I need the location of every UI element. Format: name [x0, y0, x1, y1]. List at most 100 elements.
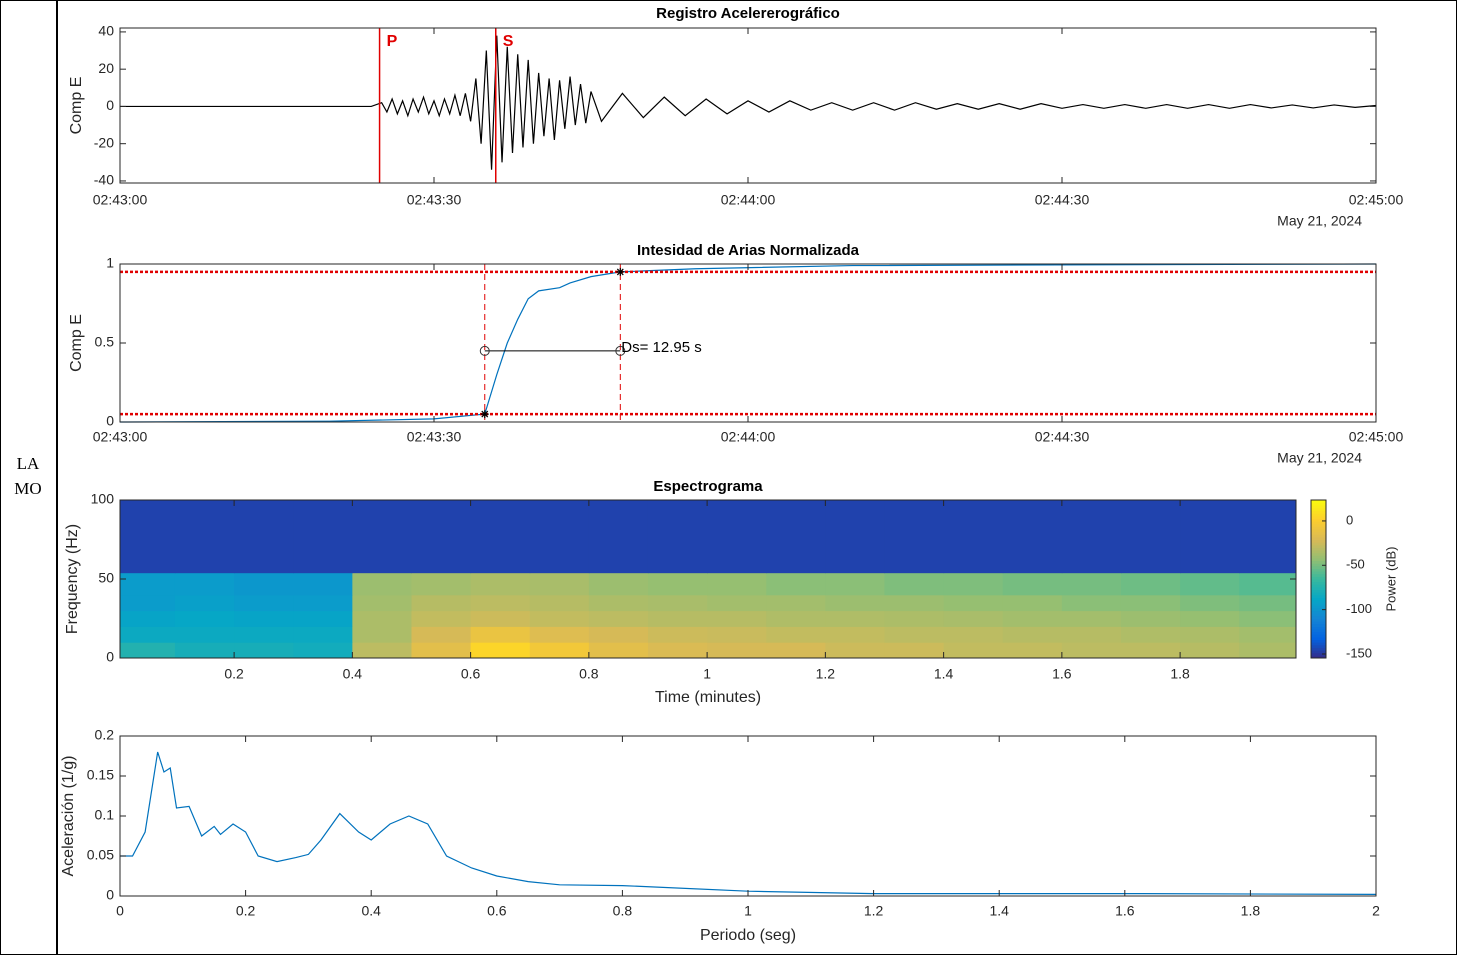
heatmap-cell [352, 572, 412, 596]
y-tick-label: 0 [106, 649, 114, 665]
heatmap-cell [943, 642, 1004, 659]
x-tick-label: 02:43:30 [407, 192, 462, 208]
colorbar-swatch [1311, 565, 1326, 569]
colorbar-swatch [1311, 594, 1326, 598]
heatmap-cell [884, 626, 945, 643]
date-label: May 21, 2024 [1277, 450, 1362, 466]
colorbar-swatch [1311, 563, 1326, 567]
heatmap-cell [1239, 626, 1297, 643]
y-tick-label: 0.15 [87, 767, 114, 783]
colorbar-swatch [1311, 515, 1326, 519]
y-tick-label: 0 [106, 413, 114, 429]
colorbar-swatch [1311, 650, 1326, 654]
heatmap-cell [825, 594, 885, 612]
y-tick-label: 0.5 [95, 334, 115, 350]
heatmap-cell [588, 500, 649, 574]
colorbar-swatch [1311, 615, 1326, 619]
threshold-star [616, 267, 625, 276]
colorbar-swatch [1311, 555, 1326, 559]
heatmap-cell [943, 610, 1004, 627]
heatmap-cell [1180, 642, 1240, 659]
x-tick-label: 1 [703, 666, 711, 682]
heatmap-cell [1180, 500, 1240, 574]
heatmap-cell [825, 500, 885, 574]
heatmap-cell [588, 626, 649, 643]
x-tick-label: 0.2 [224, 666, 244, 682]
x-tick-label: 1.4 [989, 903, 1009, 919]
heatmap-cell [293, 572, 353, 596]
colorbar-swatch [1311, 513, 1326, 517]
heatmap-cell [1120, 572, 1181, 596]
heatmap-cell [293, 500, 353, 574]
heatmap-cell [943, 626, 1004, 643]
colorbar-swatch [1311, 623, 1326, 627]
heatmap-cell [1180, 610, 1240, 627]
phase-pick-label: S [503, 33, 514, 50]
colorbar-swatch [1311, 536, 1326, 540]
heatmap-cell [1002, 500, 1063, 574]
heatmap-cell [707, 594, 767, 612]
colorbar-swatch [1311, 573, 1326, 577]
heatmap-cell [470, 610, 531, 627]
heatmap-cell [352, 642, 412, 659]
x-tick-label: 02:43:30 [407, 429, 462, 445]
y-tick-label: -40 [94, 172, 114, 188]
heatmap-cell [234, 610, 294, 627]
heatmap-cell [1239, 610, 1297, 627]
x-tick-label: 02:43:00 [93, 429, 148, 445]
heatmap-cell [1002, 610, 1063, 627]
data-line [120, 35, 1377, 170]
colorbar-frame [1310, 499, 1327, 659]
heatmap-cell [1061, 500, 1122, 574]
colorbar-swatch [1311, 631, 1326, 635]
colorbar-swatch [1311, 607, 1326, 612]
colorbar-swatch [1311, 507, 1326, 512]
chart-title: Espectrograma [653, 478, 763, 495]
heatmap-cell [766, 572, 826, 596]
heatmap-cell [766, 500, 826, 574]
colorbar-swatch [1311, 579, 1326, 583]
heatmap-cell [470, 594, 531, 612]
colorbar-swatch [1311, 576, 1326, 580]
y-tick-label: 20 [98, 60, 114, 76]
heatmap-cell [411, 642, 472, 659]
heatmap-cell [884, 594, 945, 612]
x-tick-label: 1.8 [1241, 903, 1261, 919]
x-tick-label: 02:44:30 [1035, 429, 1090, 445]
heatmap-cell [470, 572, 531, 596]
x-tick-label: 0.6 [487, 903, 507, 919]
y-tick-label: 0 [106, 887, 114, 903]
colorbar-swatch [1311, 542, 1326, 546]
colorbar-swatch [1311, 647, 1326, 651]
heatmap-cell [174, 626, 235, 643]
chart-title: Intesidad de Arias Normalizada [637, 242, 860, 259]
heatmap-cell [766, 610, 826, 627]
colorbar-swatch [1311, 586, 1326, 591]
heatmap-cell [1002, 642, 1063, 659]
heatmap-cell [766, 594, 826, 612]
heatmap-cell [174, 610, 235, 627]
x-tick-label: 1 [744, 903, 752, 919]
data-line [119, 263, 1377, 423]
heatmap-cell [1120, 594, 1181, 612]
heatmap-cell [588, 594, 649, 612]
y-tick-label: -20 [94, 134, 114, 150]
x-tick-label: 0.8 [579, 666, 599, 682]
threshold-star [480, 410, 489, 419]
heatmap-cell [352, 500, 412, 574]
heatmap-cell [174, 594, 235, 612]
colorbar-swatch [1311, 618, 1326, 622]
heatmap-cell [120, 642, 176, 659]
colorbar-tick-label: -50 [1346, 557, 1365, 572]
colorbar-swatch [1311, 528, 1326, 533]
heatmap-cell [529, 626, 590, 643]
data-line [120, 751, 1377, 895]
colorbar-swatch [1311, 552, 1326, 556]
heatmap-cell [352, 610, 412, 627]
heatmap-cell [1002, 572, 1063, 596]
colorbar-swatch [1311, 597, 1326, 601]
heatmap-cell [120, 610, 176, 627]
heatmap-cell [766, 642, 826, 659]
heatmap-cell [411, 572, 472, 596]
